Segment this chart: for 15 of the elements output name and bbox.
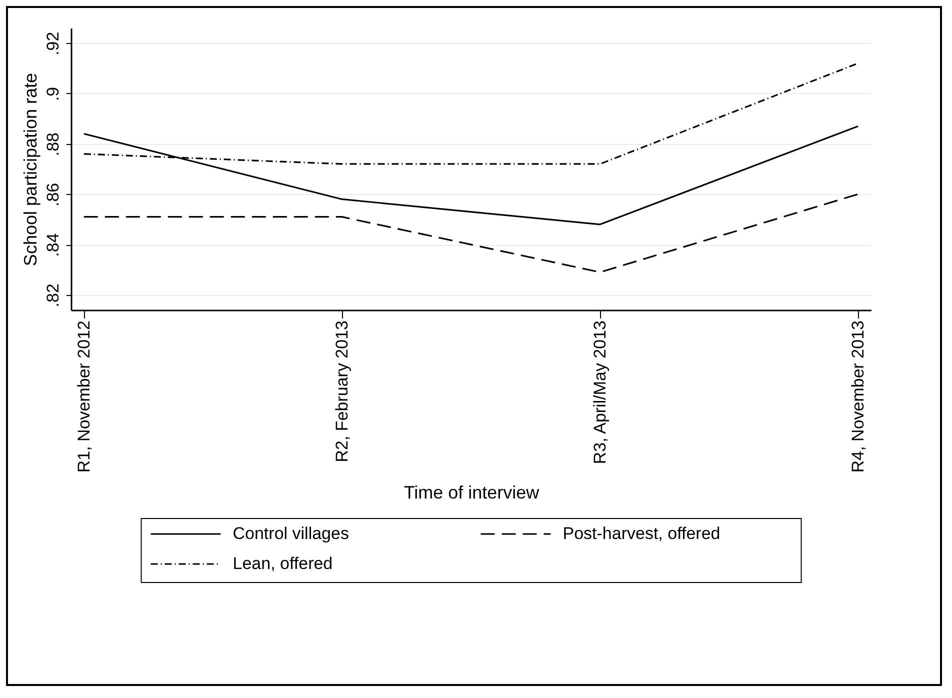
x-tick-label: R4, November 2013 (848, 320, 868, 473)
y-tick-label: .84 (44, 233, 62, 257)
y-tick-label: .86 (44, 182, 62, 206)
x-tick-label: R1, November 2012 (74, 320, 94, 473)
y-tick-label: .92 (44, 32, 62, 56)
x-axis-title: Time of interview (404, 482, 540, 503)
legend-label: Control villages (232, 524, 349, 543)
legend-label: Lean, offered (232, 554, 333, 573)
x-tick-label: R2, February 2013 (332, 320, 352, 462)
y-tick-label: .9 (44, 86, 62, 102)
legend-label: Post-harvest, offered (562, 524, 720, 543)
y-tick-label: .82 (44, 284, 62, 308)
y-tick-label: .88 (44, 132, 62, 156)
y-axis-title: School participation rate (20, 72, 40, 266)
x-tick-label: R3, April/May 2013 (590, 320, 610, 464)
